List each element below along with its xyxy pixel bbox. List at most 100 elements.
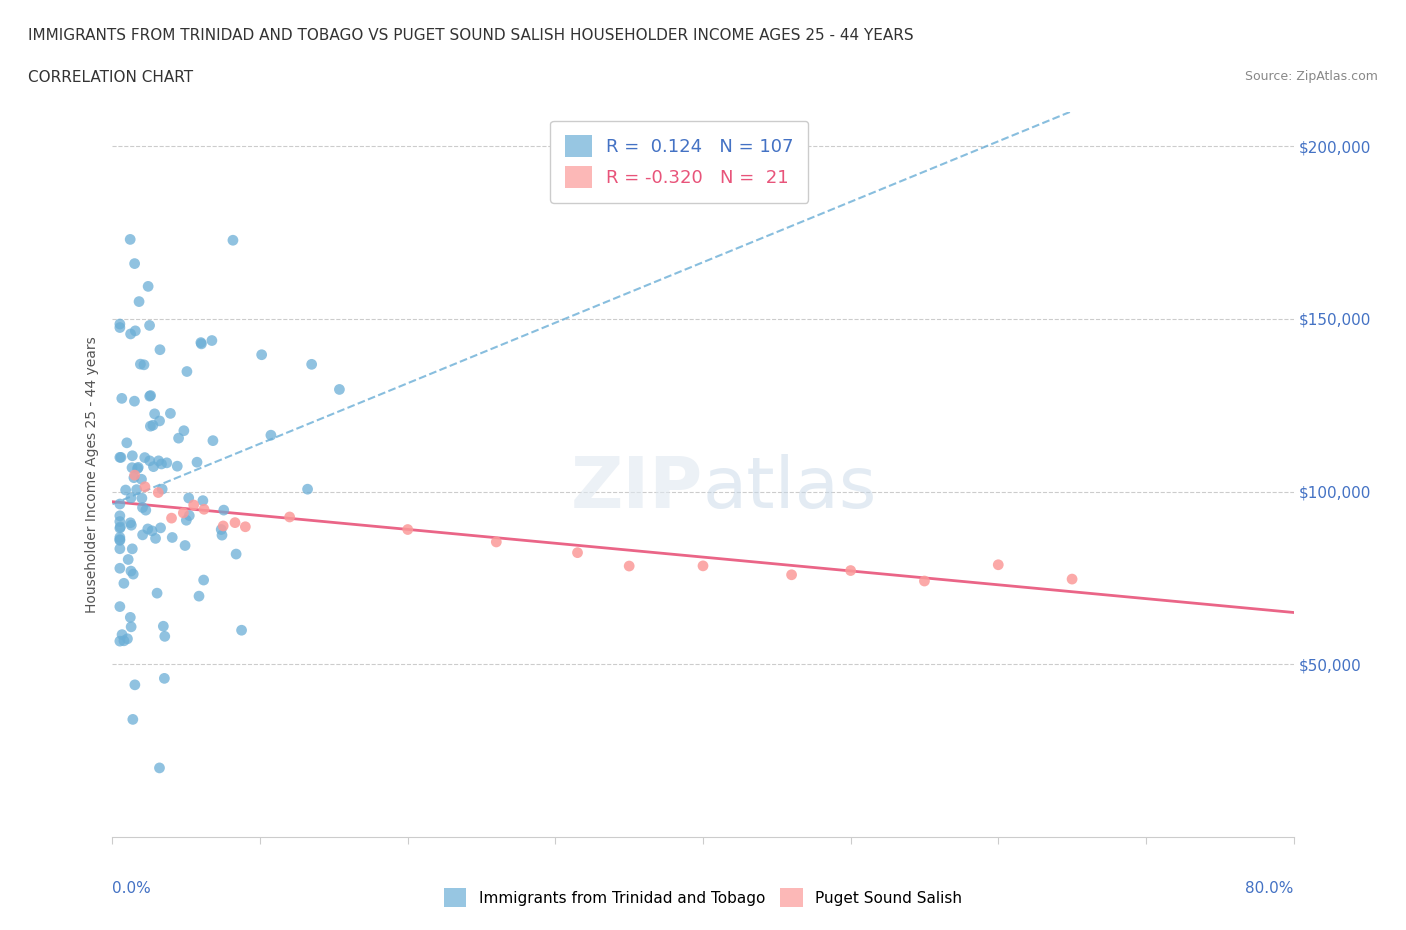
Point bbox=[136, 279, 159, 294]
Point bbox=[128, 294, 150, 309]
Point bbox=[124, 256, 146, 271]
Point bbox=[260, 428, 283, 443]
Point bbox=[190, 335, 212, 350]
Point bbox=[142, 418, 165, 432]
Y-axis label: Householder Income Ages 25 - 44 years: Householder Income Ages 25 - 44 years bbox=[84, 336, 98, 613]
Point bbox=[108, 530, 131, 545]
Point bbox=[145, 531, 167, 546]
Point bbox=[111, 391, 134, 405]
Point bbox=[121, 448, 143, 463]
Point bbox=[148, 454, 170, 469]
Point bbox=[108, 509, 131, 524]
Point bbox=[120, 326, 142, 341]
Point bbox=[141, 524, 163, 538]
Point bbox=[127, 461, 149, 476]
Point bbox=[108, 320, 131, 335]
Point bbox=[108, 599, 131, 614]
Point bbox=[134, 450, 156, 465]
Point bbox=[297, 482, 319, 497]
Point bbox=[188, 589, 211, 604]
Point bbox=[190, 337, 212, 352]
Point bbox=[159, 406, 181, 421]
Point bbox=[108, 497, 131, 512]
Point bbox=[131, 472, 153, 486]
Point bbox=[193, 502, 215, 517]
Point bbox=[121, 712, 143, 727]
Point bbox=[112, 633, 135, 648]
Point bbox=[108, 514, 131, 529]
Point bbox=[177, 490, 200, 505]
Point bbox=[692, 558, 714, 573]
Point bbox=[120, 490, 142, 505]
Point bbox=[108, 533, 131, 548]
Legend: R =  0.124   N = 107, R = -0.320   N =  21: R = 0.124 N = 107, R = -0.320 N = 21 bbox=[550, 121, 808, 203]
Point bbox=[122, 471, 145, 485]
Point bbox=[209, 522, 232, 537]
Point bbox=[176, 364, 198, 379]
Point bbox=[120, 564, 142, 578]
Point bbox=[139, 418, 162, 433]
Point bbox=[117, 552, 139, 567]
Point bbox=[124, 677, 146, 692]
Point bbox=[150, 482, 173, 497]
Point bbox=[146, 586, 169, 601]
Point bbox=[301, 357, 323, 372]
Point bbox=[111, 627, 134, 642]
Point bbox=[129, 357, 152, 372]
Point bbox=[233, 519, 256, 534]
Point bbox=[166, 458, 188, 473]
Point bbox=[567, 545, 589, 560]
Point bbox=[127, 460, 149, 475]
Point bbox=[139, 388, 162, 403]
Point bbox=[108, 561, 131, 576]
Point bbox=[183, 498, 205, 512]
Text: CORRELATION CHART: CORRELATION CHART bbox=[28, 70, 193, 85]
Point bbox=[143, 406, 166, 421]
Point bbox=[231, 623, 253, 638]
Point bbox=[780, 567, 803, 582]
Point bbox=[619, 559, 641, 574]
Legend: Immigrants from Trinidad and Tobago, Puget Sound Salish: Immigrants from Trinidad and Tobago, Pug… bbox=[437, 883, 969, 913]
Point bbox=[121, 541, 143, 556]
Point bbox=[138, 318, 160, 333]
Point bbox=[108, 521, 131, 536]
Point bbox=[124, 393, 146, 408]
Point bbox=[108, 633, 131, 648]
Point bbox=[135, 503, 157, 518]
Point bbox=[396, 522, 419, 537]
Point bbox=[120, 610, 142, 625]
Point bbox=[212, 503, 235, 518]
Point bbox=[179, 508, 201, 523]
Point bbox=[120, 518, 142, 533]
Point bbox=[131, 527, 153, 542]
Point bbox=[148, 761, 170, 776]
Point bbox=[176, 512, 198, 527]
Text: 0.0%: 0.0% bbox=[112, 881, 152, 896]
Point bbox=[124, 324, 146, 339]
Point bbox=[114, 483, 136, 498]
Point bbox=[142, 459, 165, 474]
Point bbox=[117, 631, 139, 646]
Point bbox=[120, 515, 142, 530]
Point bbox=[174, 538, 197, 553]
Text: atlas: atlas bbox=[703, 455, 877, 524]
Point bbox=[138, 389, 160, 404]
Point bbox=[156, 456, 179, 471]
Point bbox=[125, 482, 148, 497]
Text: ZIP: ZIP bbox=[571, 455, 703, 524]
Point bbox=[150, 457, 173, 472]
Point bbox=[201, 333, 224, 348]
Point bbox=[124, 468, 146, 483]
Point bbox=[149, 521, 172, 536]
Point bbox=[225, 547, 247, 562]
Point bbox=[278, 510, 301, 525]
Point bbox=[1062, 572, 1084, 587]
Point bbox=[193, 573, 215, 588]
Text: Source: ZipAtlas.com: Source: ZipAtlas.com bbox=[1244, 70, 1378, 83]
Point bbox=[120, 232, 142, 246]
Point bbox=[152, 618, 174, 633]
Point bbox=[121, 460, 143, 475]
Point bbox=[108, 541, 131, 556]
Point bbox=[173, 423, 195, 438]
Point bbox=[485, 535, 508, 550]
